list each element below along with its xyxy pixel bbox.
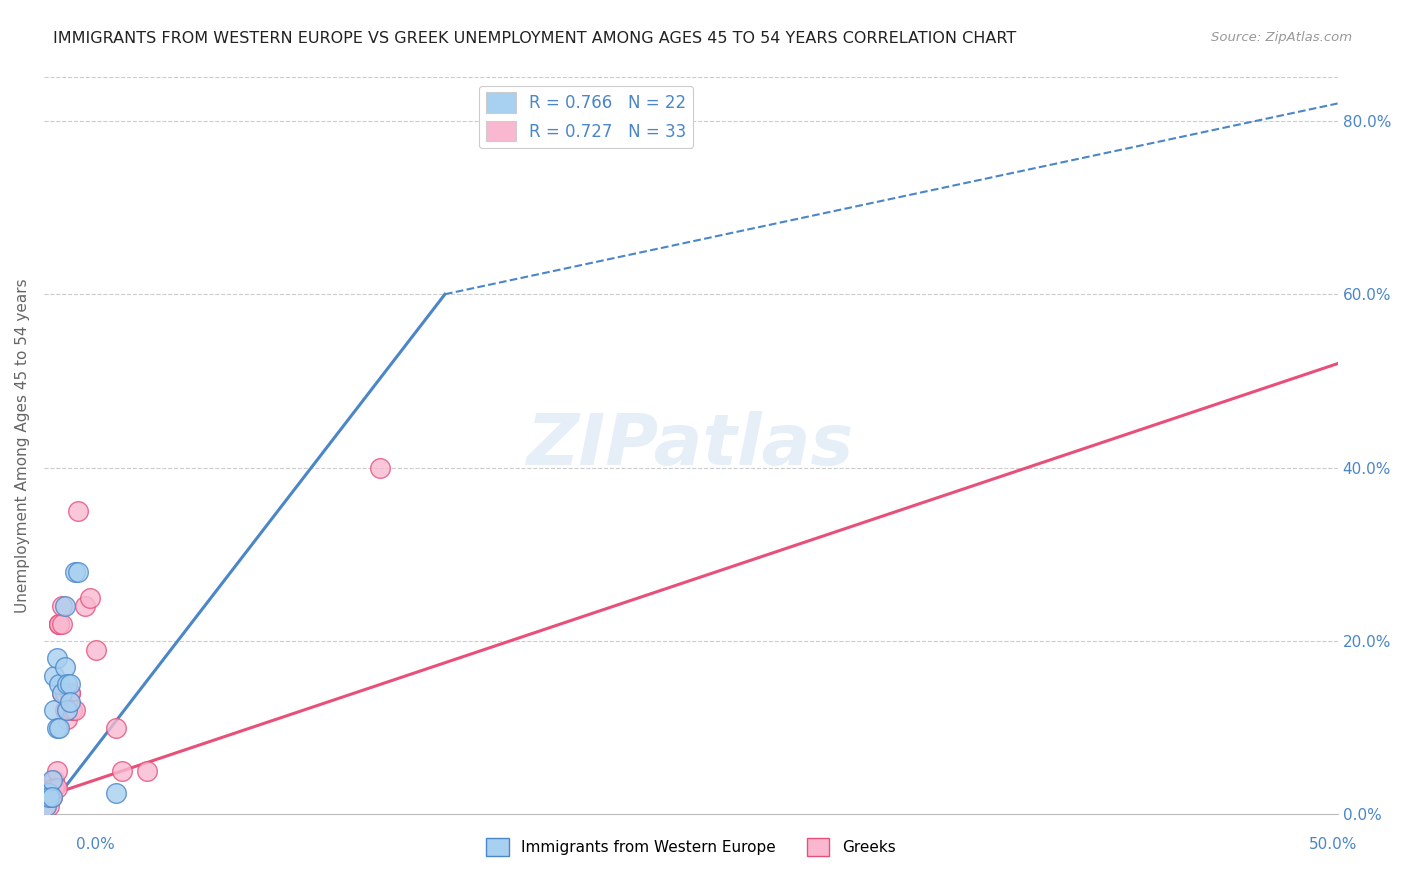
Point <box>105 721 128 735</box>
Point <box>53 660 76 674</box>
Point <box>41 781 63 796</box>
Legend: R = 0.766   N = 22, R = 0.727   N = 33: R = 0.766 N = 22, R = 0.727 N = 33 <box>479 86 693 148</box>
Point <box>35 790 58 805</box>
Point <box>51 686 73 700</box>
Point <box>35 790 58 805</box>
Point <box>66 504 89 518</box>
Text: IMMIGRANTS FROM WESTERN EUROPE VS GREEK UNEMPLOYMENT AMONG AGES 45 TO 54 YEARS C: IMMIGRANTS FROM WESTERN EUROPE VS GREEK … <box>53 31 1017 46</box>
Point <box>56 703 79 717</box>
Point <box>45 764 67 778</box>
Point <box>63 565 86 579</box>
Point <box>51 616 73 631</box>
Point <box>48 677 70 691</box>
Point <box>59 695 82 709</box>
Point <box>56 703 79 717</box>
Text: ZIPatlas: ZIPatlas <box>527 411 855 481</box>
Point <box>48 616 70 631</box>
Point <box>35 798 58 813</box>
Point <box>105 786 128 800</box>
Point <box>44 669 66 683</box>
Point <box>84 642 107 657</box>
Point <box>45 721 67 735</box>
Point <box>38 790 60 805</box>
Point <box>59 677 82 691</box>
Point <box>38 786 60 800</box>
Point <box>53 599 76 614</box>
Point <box>41 790 63 805</box>
Point <box>38 790 60 805</box>
Point <box>56 677 79 691</box>
Point <box>44 781 66 796</box>
Point <box>48 616 70 631</box>
Point <box>56 712 79 726</box>
Point <box>44 772 66 787</box>
Point <box>59 686 82 700</box>
Point <box>48 721 70 735</box>
Point <box>368 460 391 475</box>
Point <box>35 798 58 813</box>
Text: 50.0%: 50.0% <box>1309 838 1357 852</box>
Text: Source: ZipAtlas.com: Source: ZipAtlas.com <box>1212 31 1353 45</box>
Point <box>48 616 70 631</box>
Point <box>35 790 58 805</box>
Point <box>60 703 83 717</box>
Point <box>79 591 101 605</box>
Point <box>51 686 73 700</box>
Point <box>63 703 86 717</box>
Point <box>45 781 67 796</box>
Point <box>44 703 66 717</box>
Point <box>53 686 76 700</box>
Point <box>75 599 97 614</box>
Text: 0.0%: 0.0% <box>76 838 115 852</box>
Y-axis label: Unemployment Among Ages 45 to 54 years: Unemployment Among Ages 45 to 54 years <box>15 278 30 614</box>
Point <box>110 764 132 778</box>
Point <box>41 790 63 805</box>
Point <box>45 651 67 665</box>
Point <box>59 686 82 700</box>
Point <box>136 764 159 778</box>
Point <box>51 599 73 614</box>
Point <box>41 772 63 787</box>
Point <box>38 798 60 813</box>
Point <box>66 565 89 579</box>
Point <box>53 703 76 717</box>
